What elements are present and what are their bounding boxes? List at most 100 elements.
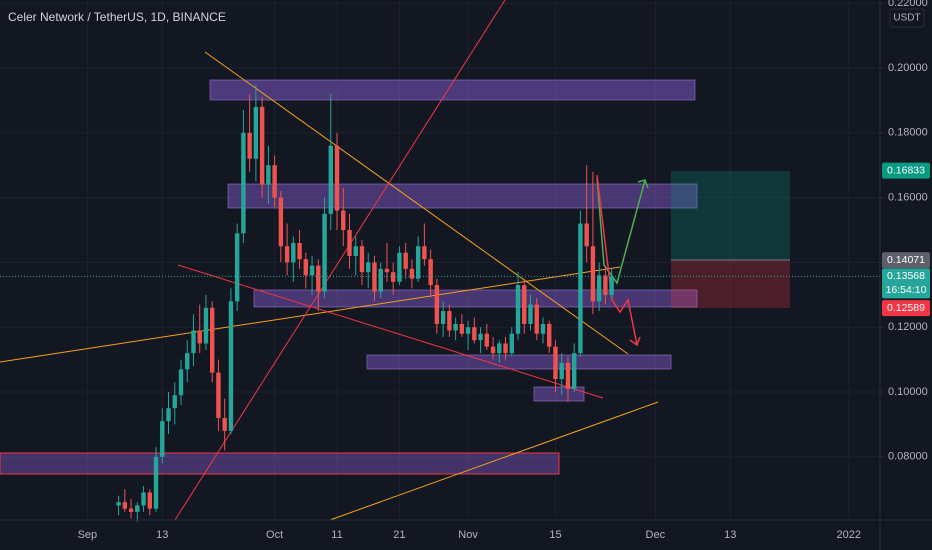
arrow-head <box>629 336 641 347</box>
candle-body <box>397 252 402 282</box>
y-tick-label: 0.18000 <box>888 127 928 139</box>
x-tick-label: Nov <box>458 529 478 541</box>
x-tick-label: 15 <box>549 529 561 541</box>
candle-body <box>472 327 477 341</box>
candle-body <box>128 508 134 512</box>
zone <box>366 354 672 370</box>
x-tick-label: 13 <box>156 529 168 541</box>
x-tick-label: Oct <box>266 529 283 541</box>
candle-body <box>297 242 302 260</box>
candle-body <box>366 262 371 273</box>
candle-body <box>185 353 190 370</box>
price-label: 0.13568 <box>887 270 925 282</box>
price-label: 0.16833 <box>887 164 925 176</box>
drawings <box>0 0 790 521</box>
candle-body <box>596 275 602 302</box>
zone <box>227 183 698 209</box>
candle-body <box>347 230 352 256</box>
candle-body <box>584 223 589 247</box>
candle-body <box>253 106 259 159</box>
candle-body <box>153 456 159 509</box>
candle-body <box>528 304 533 324</box>
trend-line <box>204 51 629 355</box>
arrow-head <box>637 179 649 189</box>
candle-body <box>478 333 483 341</box>
candle-body <box>259 106 265 185</box>
candle-body <box>603 275 608 295</box>
candle-body <box>359 246 365 273</box>
currency: USDT <box>893 13 920 24</box>
candle-body <box>403 252 408 269</box>
candle-body <box>266 165 271 185</box>
candle-body <box>465 327 471 334</box>
candle-body <box>222 417 227 431</box>
candle-body <box>378 268 383 292</box>
zone <box>0 452 560 475</box>
candle-body <box>372 262 377 292</box>
price-label-box <box>882 268 930 299</box>
zone <box>533 386 585 402</box>
candle-body <box>534 304 539 334</box>
price-label: 0.14071 <box>887 254 925 266</box>
zone <box>253 289 698 308</box>
candle-body <box>234 233 240 302</box>
candle-body <box>415 246 421 279</box>
candle-body <box>197 330 202 344</box>
x-tick-label: 13 <box>724 529 736 541</box>
candle-body <box>540 323 546 334</box>
candle-body <box>178 369 184 396</box>
trend-line <box>174 0 506 521</box>
candle-body <box>241 132 246 234</box>
trend-line <box>329 401 659 521</box>
candle-body <box>309 265 315 276</box>
candle-body <box>609 276 614 295</box>
candle-body <box>203 307 209 344</box>
y-tick-label: 0.22000 <box>888 0 928 9</box>
candle-body <box>497 343 502 354</box>
candles <box>0 84 880 522</box>
candle-body <box>160 421 165 457</box>
candle-body <box>284 246 290 263</box>
chart-title: Celer Network / TetherUS, 1D, BINANCE <box>8 10 226 24</box>
stop-zone <box>671 260 790 308</box>
candle-body <box>291 242 296 263</box>
price-label-box <box>882 300 930 317</box>
candle-body <box>553 346 558 380</box>
candle-body <box>334 145 340 211</box>
candle-body <box>434 285 440 324</box>
candle-body <box>147 492 152 509</box>
candle-body <box>272 165 277 198</box>
candle-body <box>341 210 346 231</box>
bear-arrow <box>596 174 638 346</box>
candle-body <box>559 362 564 380</box>
candle-body <box>303 259 309 276</box>
currency-box <box>889 8 925 28</box>
candle-body <box>135 505 140 512</box>
candle-body <box>571 353 577 389</box>
countdown: 16:54:10 <box>886 284 927 296</box>
candle-body <box>565 362 571 389</box>
candle-body <box>247 132 252 159</box>
candle-body <box>447 311 452 331</box>
candle-body <box>384 268 390 273</box>
y-tick-label: 0.08000 <box>888 451 928 463</box>
x-tick-label: 2022 <box>837 529 861 541</box>
bull-arrow <box>596 177 646 285</box>
candle-body <box>484 333 490 347</box>
candle-body <box>422 246 427 260</box>
candle-body <box>278 197 284 247</box>
candle-body <box>440 311 446 324</box>
candle-body <box>122 502 128 509</box>
y-tick-label: 0.20000 <box>888 62 928 74</box>
candle-body <box>453 323 458 331</box>
candle-body <box>515 285 521 334</box>
candle-body <box>428 259 433 286</box>
y-tick-label: 0.10000 <box>888 386 928 398</box>
candle-body <box>328 145 333 214</box>
x-tick-label: Dec <box>646 529 666 541</box>
price-label-box <box>882 252 930 269</box>
price-label-box <box>882 162 930 179</box>
